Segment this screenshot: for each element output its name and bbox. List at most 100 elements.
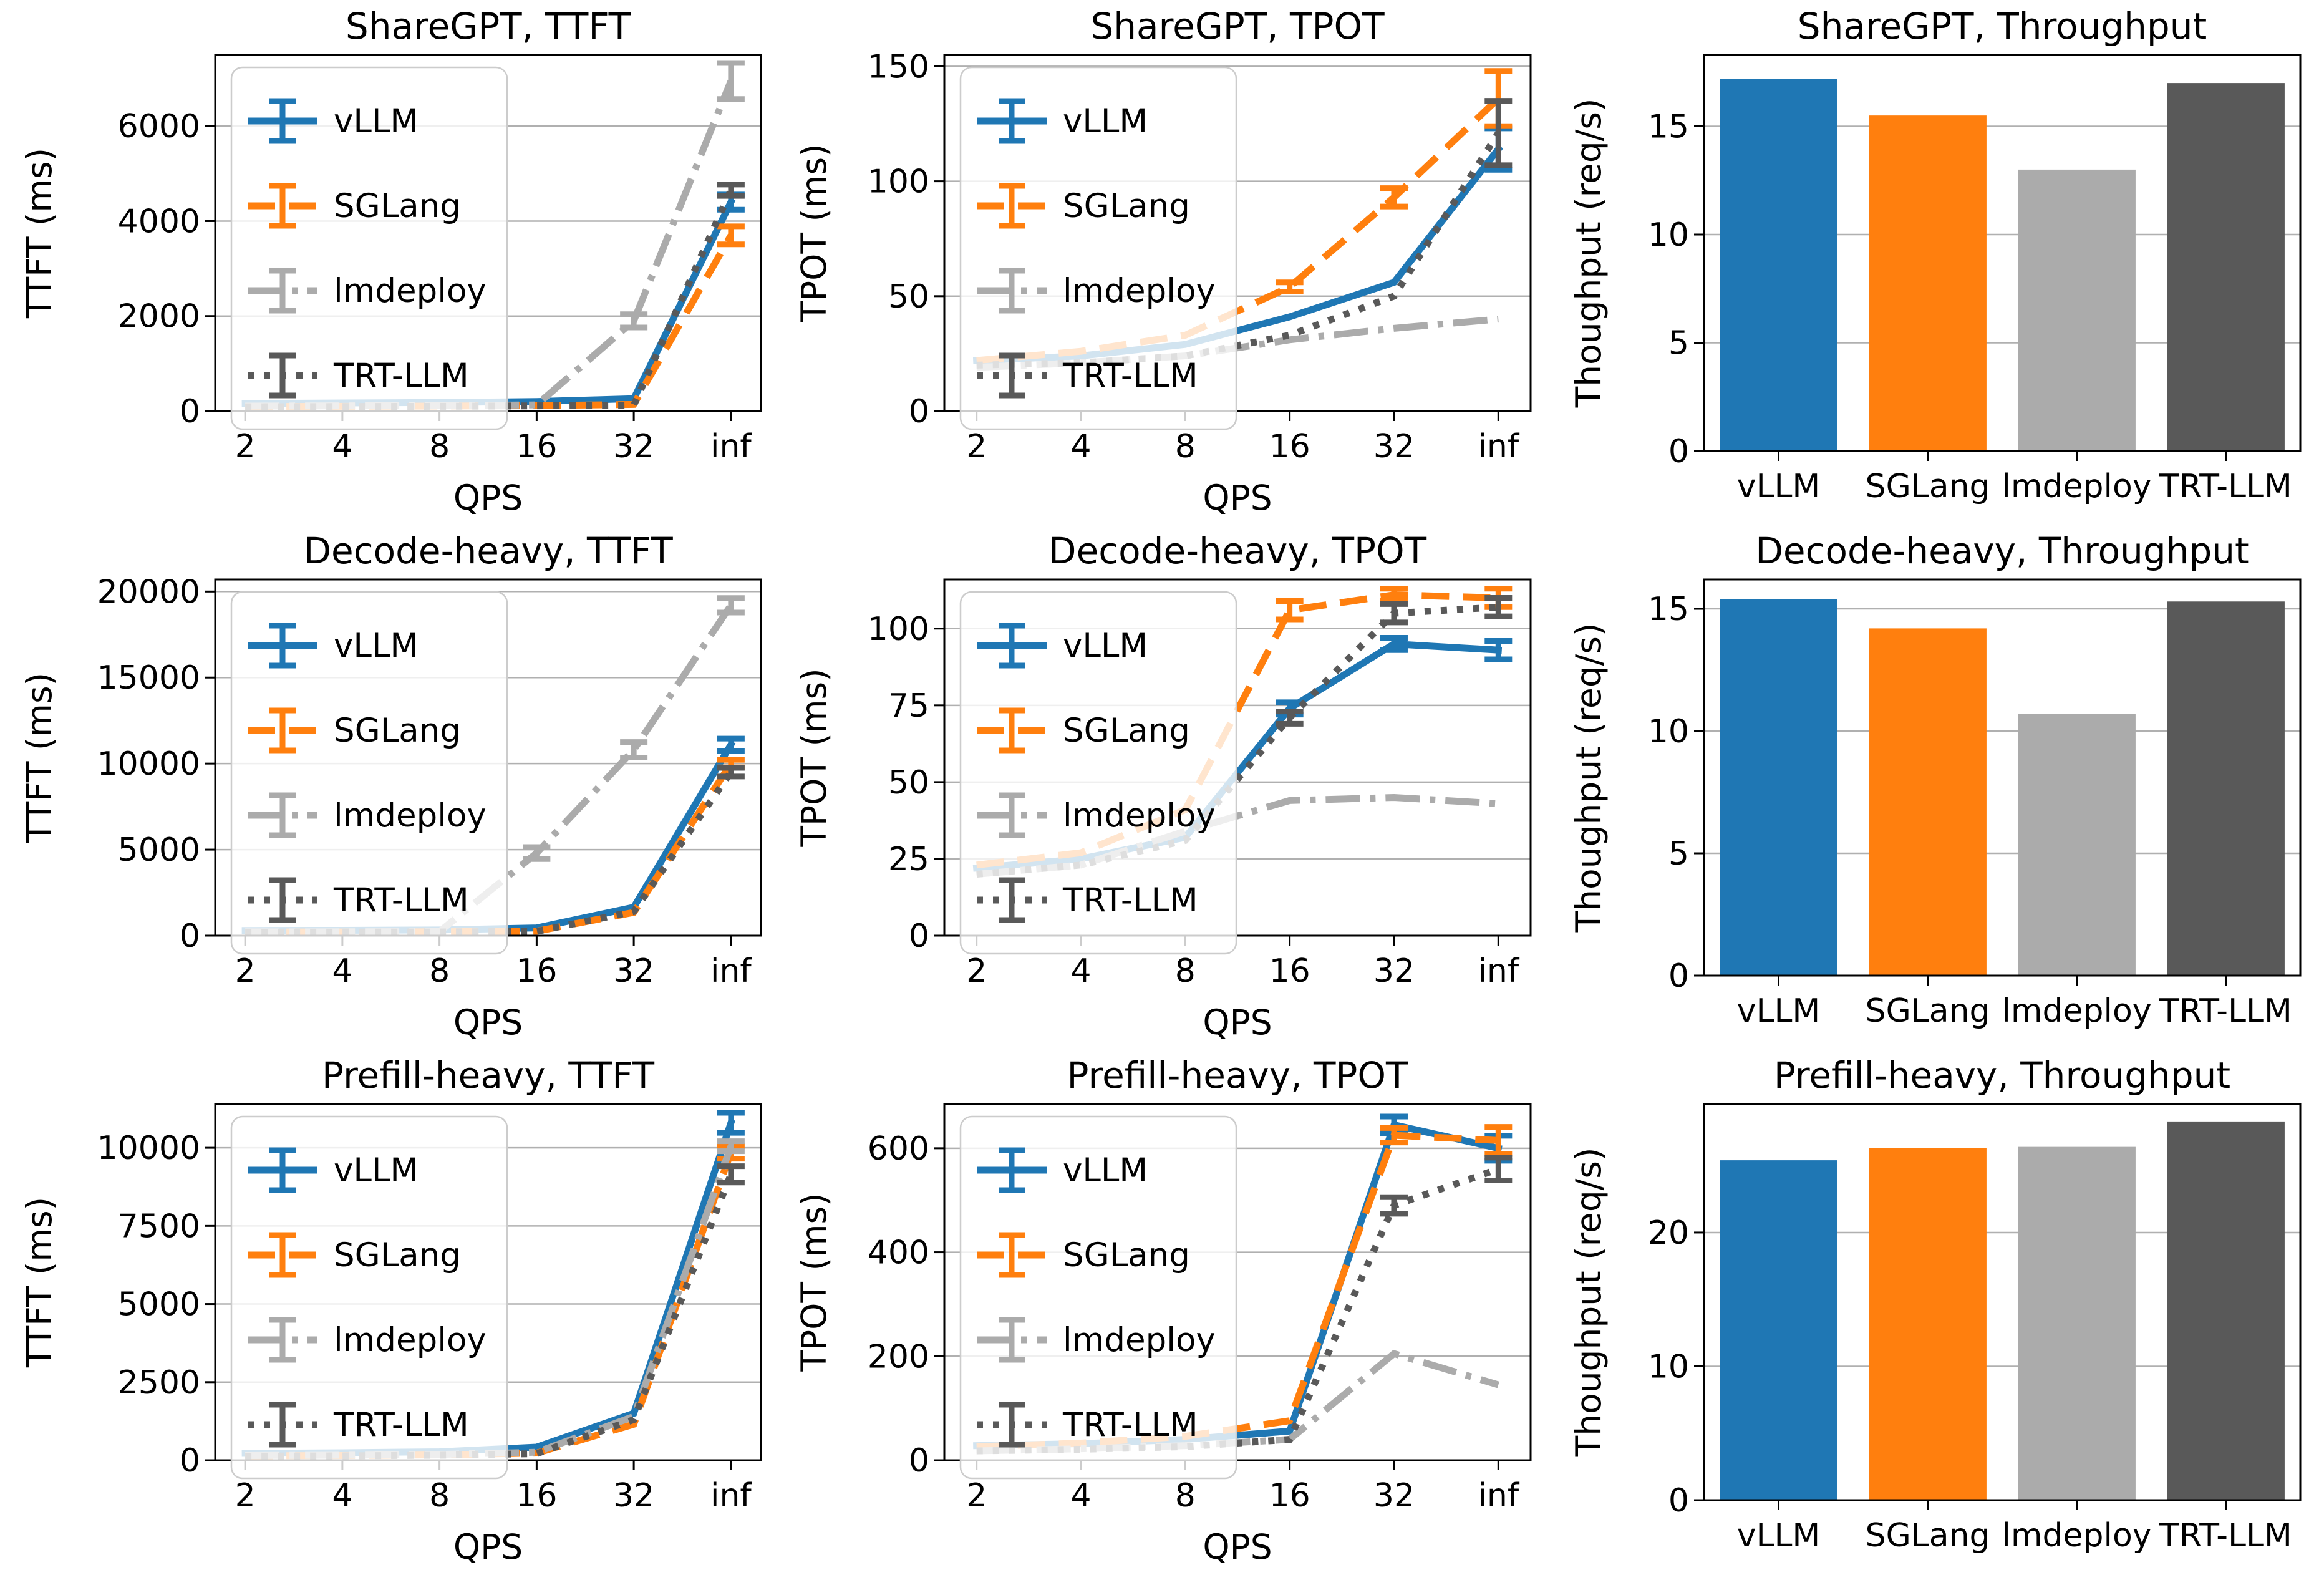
x-tick-label: inf [1478,952,1519,990]
error-bar-lmdeploy [620,739,648,760]
y-axis-label: Thoughput (req/s) [1569,99,1609,409]
x-axis-label: QPS [453,1527,523,1567]
y-tick-label: 5000 [118,1286,200,1324]
y-tick-label: 10 [1648,216,1689,254]
x-tick-label: TRT-LLM [2159,1517,2292,1554]
error-bar-TRT-LLM [717,182,745,199]
legend-handle-errorbar [269,623,296,669]
chart-prefill-heavy-throughput: 0 10 20 vLLM SGLang lmdeploy TRT-LLM Thoughput … [1569,1054,2302,1554]
legend-handle-errorbar [269,352,296,399]
chart-prefill-heavy-tpot: 0 200 400 600 2 4 8 16 32 inf QPS TPOT (ms) Prefill-… [794,1054,1532,1567]
error-bar-lmdeploy [717,595,745,616]
x-tick-label: lmdeploy [2002,992,2151,1030]
legend-label-TRT-LLM: TRT-LLM [1062,881,1198,919]
legend-label-TRT-LLM: TRT-LLM [1062,357,1198,395]
legend-label-SGLang: SGLang [1063,1236,1190,1274]
plot-data [1720,79,2285,451]
legend-handle-errorbar [999,792,1025,838]
x-tick-label: 2 [966,1477,987,1514]
legend-label-TRT-LLM: TRT-LLM [333,881,469,919]
y-tick-label: 7500 [118,1208,200,1245]
error-bar-lmdeploy [717,60,745,102]
legend-handle-errorbar [999,623,1025,669]
x-axis: 2 4 8 16 32 inf [235,936,752,990]
y-axis: 0 5 10 15 [1648,109,1704,470]
y-tick-label: 0 [1668,433,1689,470]
x-axis: vLLM SGLang lmdeploy TRT-LLM [1737,976,2292,1030]
plot-data [1720,599,2285,976]
y-axis: 0 50 100 150 [868,48,944,430]
chart-sharegpt-ttft: 0 2000 4000 6000 2 4 8 16 32 inf QPS TTFT (ms) Share… [19,5,762,518]
y-axis-label: TTFT (ms) [19,1197,59,1368]
x-tick-label: 8 [429,428,450,465]
legend-handle-errorbar [999,877,1025,923]
legend-label-TRT-LLM: TRT-LLM [333,1406,469,1444]
axes-spines [943,1103,1532,1461]
chart-cell-decode-heavy-tpot: 0 25 50 75 100 2 4 8 16 32 inf QPS TPOT (ms) Decode-h… [775,525,1549,1049]
error-bar-vLLM [717,1110,745,1136]
x-tick-label: 8 [429,1477,450,1514]
x-tick-label: vLLM [1737,1517,1821,1554]
error-bar-TRT-LLM [1380,601,1408,626]
chart-cell-prefill-heavy-throughput: 0 10 20 vLLM SGLang lmdeploy TRT-LLM Thoughput … [1549,1049,2324,1574]
chart-cell-prefill-heavy-ttft: 0 2500 5000 7500 10000 2 4 8 16 32 inf QPS TTFT (ms)… [0,1049,775,1574]
error-bar-vLLM [1484,637,1513,662]
legend-handle-errorbar [999,98,1025,144]
y-tick-label: 15 [1648,109,1689,146]
y-tick-label: 100 [868,611,929,648]
x-tick-label: 2 [235,428,256,465]
y-tick-label: 10 [1648,713,1689,750]
legend-handle-errorbar [999,707,1025,754]
y-tick-label: 50 [888,764,929,802]
legend: vLLM SGLang lmdeploy TRT-LLM [230,66,508,430]
x-tick-label: 32 [1373,1477,1415,1514]
legend-box [959,591,1237,955]
y-tick-label: 10000 [97,745,200,783]
chart-decode-heavy-throughput: 0 5 10 15 vLLM SGLang lmdeploy TRT-LLM Thoughput… [1569,530,2302,1030]
legend: vLLM SGLang lmdeploy TRT-LLM [230,591,508,955]
x-axis: 2 4 8 16 32 inf [235,411,752,465]
error-bar-SGLang [1276,279,1304,294]
x-axis: 2 4 8 16 32 inf [966,1460,1520,1514]
x-tick-label: 2 [966,428,987,465]
legend-handle-errorbar [269,98,296,144]
series-line-TRT-LLM [245,1173,734,1460]
y-tick-label: 2000 [118,298,200,336]
x-tick-label: 16 [516,428,557,465]
x-tick-label: lmdeploy [2002,468,2151,505]
error-bar-TRT-LLM [1276,709,1304,727]
legend-handle-errorbar [269,1147,296,1193]
bar-vLLM [1720,79,1837,451]
legend-handle-errorbar [999,1402,1025,1448]
chart-cell-sharegpt-throughput: 0 5 10 15 vLLM SGLang lmdeploy TRT-LLM Thoughput… [1549,0,2324,525]
legend-handle-errorbar [999,268,1025,314]
x-tick-label: SGLang [1865,468,1990,505]
y-tick-label: 10000 [97,1130,200,1167]
x-tick-label: 2 [966,952,987,990]
x-tick-label: lmdeploy [2002,1517,2151,1554]
y-tick-label: 4000 [118,203,200,240]
legend-handle-errorbar [269,1317,296,1363]
chart-title: ShareGPT, TPOT [1090,5,1385,47]
bar-vLLM [1720,1160,1837,1500]
bar-TRT-LLM [2167,83,2285,451]
chart-title: Prefill-heavy, Throughput [1774,1054,2230,1097]
error-bar-lmdeploy [620,311,648,331]
x-axis: 2 4 8 16 32 inf [235,1460,752,1514]
legend: vLLM SGLang lmdeploy TRT-LLM [230,1115,508,1480]
y-axis-label: Thoughput (req/s) [1569,1148,1609,1458]
legend-label-lmdeploy: lmdeploy [1063,1321,1216,1359]
chart-title: Decode-heavy, Throughput [1755,530,2249,572]
legend-label-TRT-LLM: TRT-LLM [333,357,469,395]
chart-cell-decode-heavy-throughput: 0 5 10 15 vLLM SGLang lmdeploy TRT-LLM Thoughput… [1549,525,2324,1049]
legend-label-SGLang: SGLang [1063,187,1190,225]
x-tick-label: 4 [1070,1477,1091,1514]
x-tick-label: 16 [516,952,557,990]
y-tick-label: 6000 [118,108,200,145]
y-tick-label: 15 [1648,591,1689,628]
x-tick-label: 8 [1175,1477,1196,1514]
y-axis: 0 5000 10000 15000 20000 [97,573,215,955]
y-axis: 0 2500 5000 7500 10000 [97,1130,215,1480]
legend: vLLM SGLang lmdeploy TRT-LLM [959,1115,1237,1480]
